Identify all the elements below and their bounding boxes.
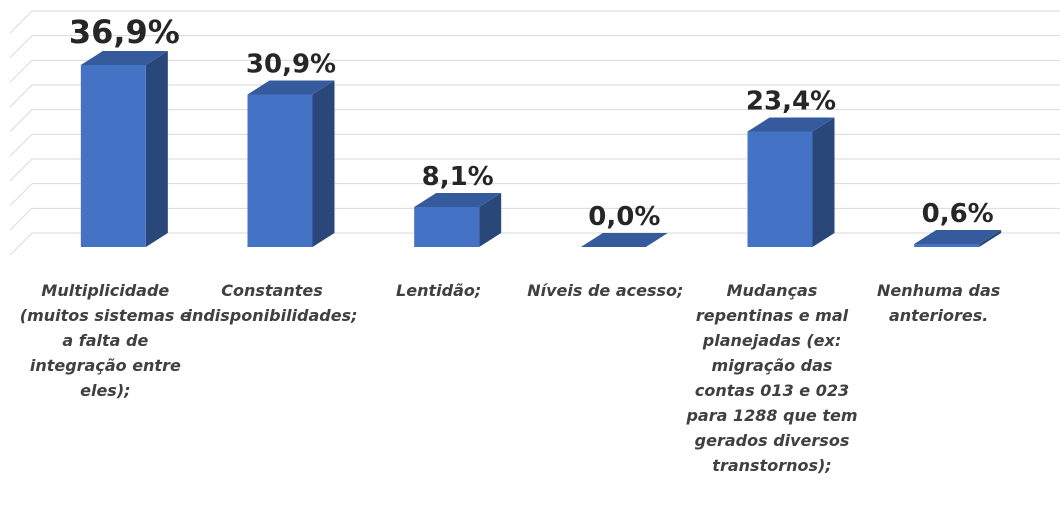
bar-top <box>247 80 335 95</box>
bar-front <box>914 244 980 247</box>
x-tick-label: Multiplicidade (muitos sistemas e a falt… <box>19 281 191 400</box>
data-label: 0,0% <box>588 202 660 232</box>
data-label: 23,4% <box>746 87 836 117</box>
grid-line <box>9 207 1060 231</box>
x-tick-label: Níveis de acesso; <box>527 281 684 300</box>
x-tick-label: Lentidão; <box>396 281 482 300</box>
bar-side <box>479 193 502 247</box>
bar <box>914 230 1002 247</box>
grid-line <box>9 232 1060 256</box>
bar-side <box>979 230 1002 247</box>
bar-top <box>80 50 168 65</box>
bar-front <box>247 94 313 247</box>
bar-front <box>80 64 146 248</box>
data-label: 30,9% <box>246 50 336 80</box>
grid-line <box>9 84 1060 108</box>
grid-line <box>9 133 1060 157</box>
grid-line <box>9 10 1060 34</box>
x-tick-label: Constantes indisponibilidades; <box>186 281 358 325</box>
grid-line <box>9 158 1060 182</box>
bar <box>80 50 168 248</box>
bar-front <box>414 207 480 247</box>
bar-top <box>914 230 1002 245</box>
grid-line <box>9 59 1060 83</box>
bar-top <box>414 193 502 208</box>
grid-line <box>9 109 1060 133</box>
x-tick-label: Mudanças repentinas e mal planejadas (ex… <box>686 281 858 475</box>
bar <box>247 80 335 247</box>
bar <box>747 117 835 247</box>
bar-front <box>747 131 813 247</box>
grid-line <box>9 35 1060 59</box>
bar-side <box>812 117 835 247</box>
bar-side <box>145 50 168 248</box>
bar-side <box>312 80 335 247</box>
data-label: 8,1% <box>422 162 494 192</box>
data-label: 0,6% <box>922 199 994 229</box>
x-tick-label: Nenhuma das anteriores. <box>877 281 1001 325</box>
grid-line <box>9 183 1060 207</box>
bar-top <box>747 117 835 132</box>
data-label: 36,9% <box>69 13 180 51</box>
bar <box>414 193 502 247</box>
bar <box>580 233 668 247</box>
bar-top <box>580 233 668 247</box>
